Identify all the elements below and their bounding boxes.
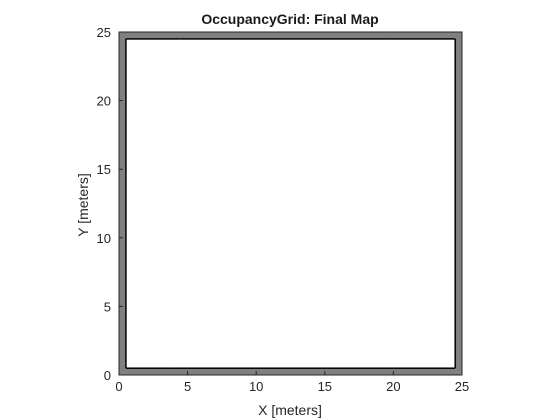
y-axis-label: Y [meters] (75, 173, 91, 237)
x-tick-label: 15 (318, 379, 332, 394)
y-axis: 0 5 10 15 20 25 (97, 25, 123, 383)
chart-title: OccupancyGrid: Final Map (201, 11, 378, 27)
map-layer (119, 32, 462, 375)
y-tick-label: 25 (97, 25, 111, 40)
x-tick-label: 20 (386, 379, 400, 394)
y-tick-label: 20 (97, 94, 111, 109)
axes-frame (118, 31, 463, 376)
occupied-top-wall-left (125, 38, 181, 40)
y-tick-label: 10 (97, 231, 111, 246)
y-tick-label: 0 (104, 368, 111, 383)
occupied-top-wall-main (180, 38, 387, 40)
unknown-right-border (455, 32, 462, 375)
x-tick-label: 0 (115, 379, 122, 394)
y-tick-label: 15 (97, 162, 111, 177)
occupied-bottom-wall-left (125, 367, 174, 369)
occupied-top-wall-right (386, 38, 456, 40)
unknown-left-border (119, 32, 126, 375)
x-tick-label: 10 (249, 379, 263, 394)
occupied-right-wall (454, 38, 456, 369)
unknown-top-border (119, 32, 462, 39)
x-tick-label: 25 (455, 379, 469, 394)
x-tick-label: 5 (184, 379, 191, 394)
occupied-bottom-wall-right (386, 367, 456, 369)
unknown-bottom-border (119, 368, 462, 375)
x-axis: 0 5 10 15 20 25 (115, 371, 469, 394)
free-space-area (119, 32, 462, 375)
occupied-bottom-wall-main (173, 367, 387, 369)
x-axis-label: X [meters] (258, 402, 322, 418)
y-tick-label: 5 (104, 299, 111, 314)
occupied-left-wall (125, 38, 127, 369)
